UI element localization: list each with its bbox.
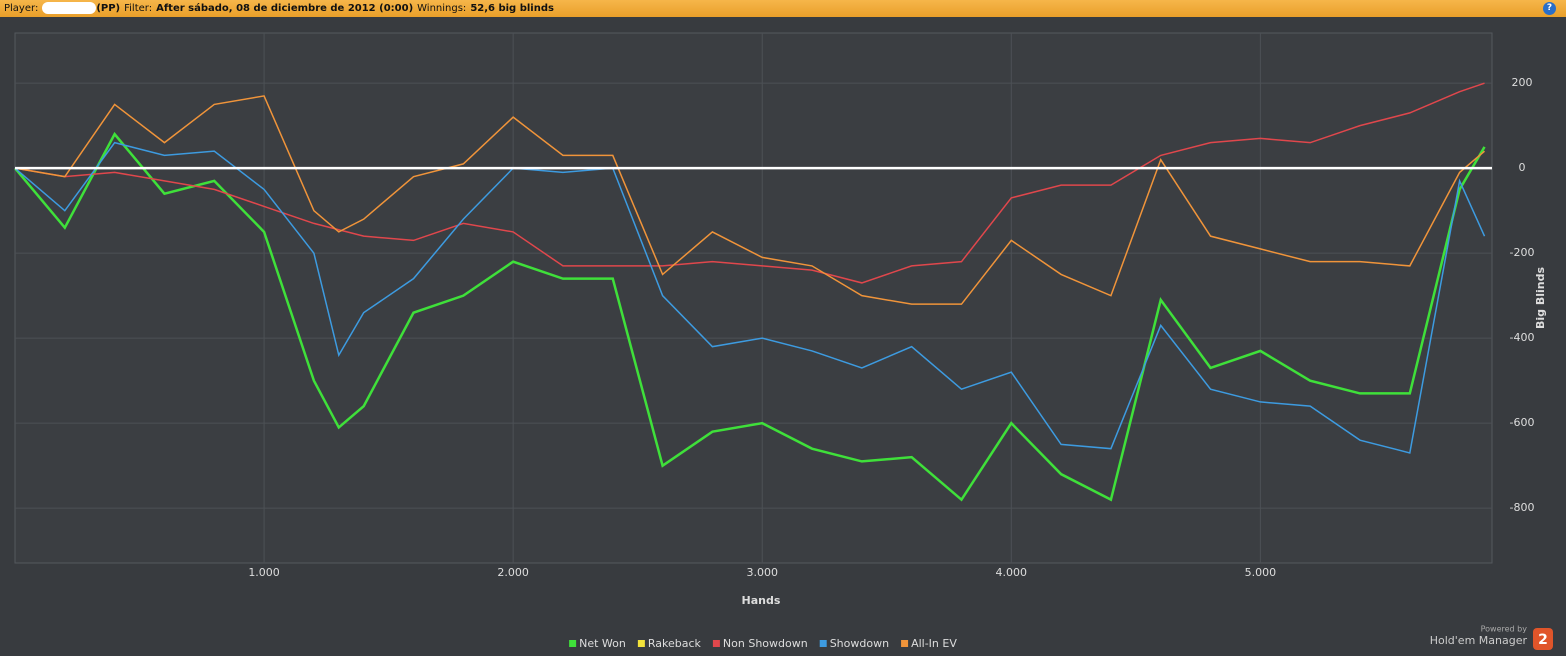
y-tick-label: -600 [1510, 416, 1535, 429]
x-axis-label: Hands [742, 594, 781, 607]
legend-label: All-In EV [911, 637, 957, 650]
filter-label: Filter: [124, 3, 153, 14]
y-tick-label: -200 [1510, 246, 1535, 259]
legend-label: Showdown [830, 637, 889, 650]
series-line [14, 131, 1486, 502]
x-tick-label: 1.000 [248, 566, 280, 579]
header-bar: Player: (PP) Filter: After sábado, 08 de di… [0, 0, 1566, 17]
brand: Hold'em Manager [1430, 634, 1528, 647]
series-line [14, 95, 1486, 305]
powered-by: Powered by [1481, 625, 1528, 634]
x-tick-label: 2.000 [497, 566, 529, 579]
chart: Hands Big Blinds Powered by Hold'em Mana… [14, 32, 1553, 650]
legend-label: Rakeback [648, 637, 702, 650]
y-tick-label: -800 [1510, 501, 1535, 514]
legend-label: Non Showdown [723, 637, 808, 650]
legend-swatch [712, 640, 720, 647]
series-line [14, 141, 1486, 454]
winnings-value: 52,6 big blinds [470, 3, 554, 14]
series-line [14, 82, 1485, 284]
brand-logo [1533, 628, 1553, 650]
legend-swatch [819, 640, 827, 647]
legend-label: Net Won [579, 637, 626, 650]
filter-value: After sábado, 08 de diciembre de 2012 (0… [156, 3, 414, 14]
help-button[interactable]: ? [1543, 2, 1556, 15]
player-tag: (PP) [96, 3, 121, 14]
y-axis-label: Big Blinds [1534, 267, 1547, 329]
brand-version: 2 [1538, 632, 1548, 648]
player-label: Player: [4, 3, 39, 14]
legend-swatch [569, 640, 577, 647]
y-tick-label: 200 [1512, 76, 1533, 89]
y-tick-label: -400 [1510, 331, 1535, 344]
legend-swatch [901, 640, 909, 647]
x-tick-label: 4.000 [996, 566, 1028, 579]
x-tick-label: 3.000 [746, 566, 778, 579]
legend-swatch [637, 640, 645, 647]
plot-area [14, 32, 1493, 564]
x-tick-label: 5.000 [1245, 566, 1277, 579]
y-tick-label: 0 [1519, 161, 1526, 174]
redacted-name [42, 2, 97, 14]
winnings-label: Winnings: [417, 3, 467, 14]
